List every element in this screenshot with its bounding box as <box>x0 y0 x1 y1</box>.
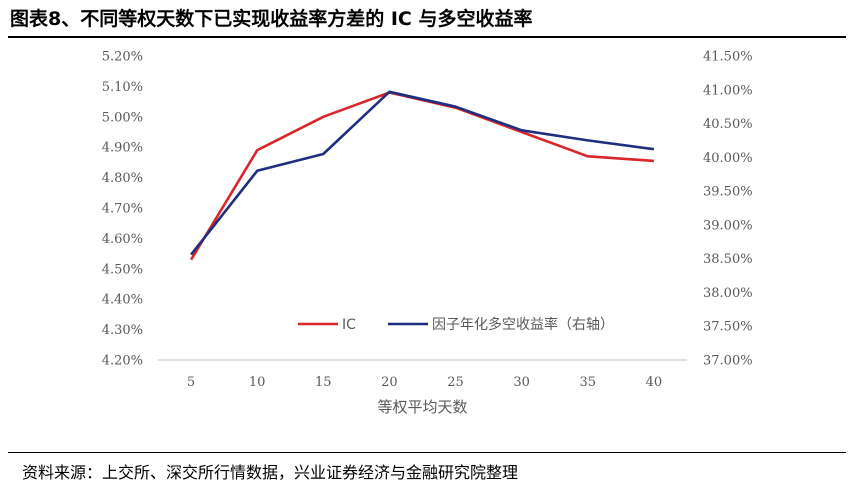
x-tick-label: 40 <box>646 375 663 390</box>
y2-tick-label: 39.50% <box>703 185 753 200</box>
x-tick-label: 15 <box>315 375 332 390</box>
y-tick-label: 5.20% <box>102 50 143 65</box>
y-tick-label: 5.10% <box>102 80 143 95</box>
y2-tick-label: 39.00% <box>703 218 753 233</box>
y-tick-label: 4.90% <box>102 141 143 156</box>
title-rule <box>8 36 846 38</box>
series-line-ic <box>189 91 654 261</box>
y-tick-label: 4.40% <box>102 293 143 308</box>
y-tick-label: 4.20% <box>102 354 143 369</box>
x-tick-label: 5 <box>187 375 195 390</box>
legend-label: IC <box>342 317 356 333</box>
chart-legend: IC 因子年化多空收益率（右轴） <box>298 316 614 333</box>
chart-series <box>189 90 655 261</box>
y2-tick-label: 37.50% <box>703 320 753 335</box>
x-tick-label: 30 <box>513 375 530 390</box>
x-tick-label: 25 <box>447 375 464 390</box>
y-tick-label: 5.00% <box>102 110 143 125</box>
x-tick-label: 35 <box>580 375 597 390</box>
y-tick-label: 4.50% <box>102 262 143 277</box>
figure-title: 图表8、不同等权天数下已实现收益率方差的 IC 与多空收益率 <box>10 8 533 30</box>
chart-canvas: 5.20% 5.10% 5.00% 4.90% 4.80% 4.70% 4.60% 4.50%… <box>102 50 753 417</box>
series-line-long-short-return <box>190 90 655 256</box>
y-tick-label: 4.80% <box>102 171 143 186</box>
source-note: 资料来源：上交所、深交所行情数据，兴业证券经济与金融研究院整理 <box>22 463 519 482</box>
x-axis-title: 等权平均天数 <box>377 398 467 416</box>
y2-tick-label: 40.50% <box>703 117 753 132</box>
y-tick-label: 4.70% <box>102 202 143 217</box>
y2-tick-label: 41.50% <box>703 50 753 65</box>
y-tick-label: 4.30% <box>102 323 143 338</box>
source-rule <box>8 452 846 453</box>
y2-tick-label: 37.00% <box>703 354 753 369</box>
x-tick-label: 20 <box>381 375 398 390</box>
y2-tick-label: 41.00% <box>703 83 753 98</box>
y2-tick-label: 38.00% <box>703 286 753 301</box>
legend-label: 因子年化多空收益率（右轴） <box>432 316 614 333</box>
y2-tick-label: 40.00% <box>703 151 753 166</box>
y2-tick-label: 38.50% <box>703 252 753 267</box>
chart-tick-labels: 5.20% 5.10% 5.00% 4.90% 4.80% 4.70% 4.60% 4.50%… <box>102 50 753 391</box>
y-tick-label: 4.60% <box>102 232 143 247</box>
x-tick-label: 10 <box>249 375 266 390</box>
